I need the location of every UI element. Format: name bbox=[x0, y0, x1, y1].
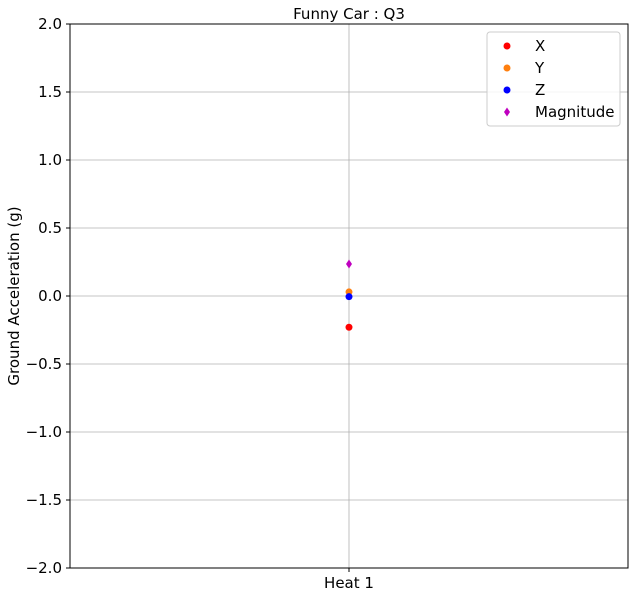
y-tick-label: −1.5 bbox=[26, 491, 62, 509]
legend-label-z: Z bbox=[535, 81, 545, 99]
y-axis-ticks: 2.0 1.5 1.0 0.5 0.0 −0.5 −1.0 −1.5 −2.0 bbox=[26, 15, 70, 577]
legend: XYZ Magnitude bbox=[486, 31, 621, 127]
data-points bbox=[345, 259, 353, 331]
y-axis-label: Ground Acceleration (g) bbox=[5, 206, 23, 385]
y-tick-label: −2.0 bbox=[26, 559, 62, 577]
x-axis-ticks: Heat 1 bbox=[324, 568, 374, 592]
y-tick-label: 2.0 bbox=[38, 15, 62, 33]
legend-box bbox=[486, 31, 621, 127]
legend-marker-y bbox=[503, 64, 511, 72]
y-tick-label: 0.0 bbox=[38, 287, 62, 305]
point-x bbox=[345, 323, 353, 331]
y-tick-label: 1.5 bbox=[38, 83, 62, 101]
legend-marker-z bbox=[503, 86, 511, 94]
legend-marker-x bbox=[503, 42, 511, 50]
legend-label-magnitude: Magnitude bbox=[535, 103, 614, 121]
legend-marker-magnitude bbox=[504, 107, 510, 117]
plot-frame bbox=[69, 23, 629, 569]
legend-label-y: Y bbox=[534, 59, 545, 77]
point-magnitude bbox=[346, 259, 352, 269]
point-z bbox=[345, 293, 353, 301]
x-tick-label: Heat 1 bbox=[324, 574, 374, 592]
y-tick-label: −1.0 bbox=[26, 423, 62, 441]
legend-label-x: X bbox=[535, 37, 545, 55]
chart-title: Funny Car : Q3 bbox=[293, 5, 405, 23]
y-tick-label: 1.0 bbox=[38, 151, 62, 169]
y-tick-label: −0.5 bbox=[26, 355, 62, 373]
y-tick-label: 0.5 bbox=[38, 219, 62, 237]
